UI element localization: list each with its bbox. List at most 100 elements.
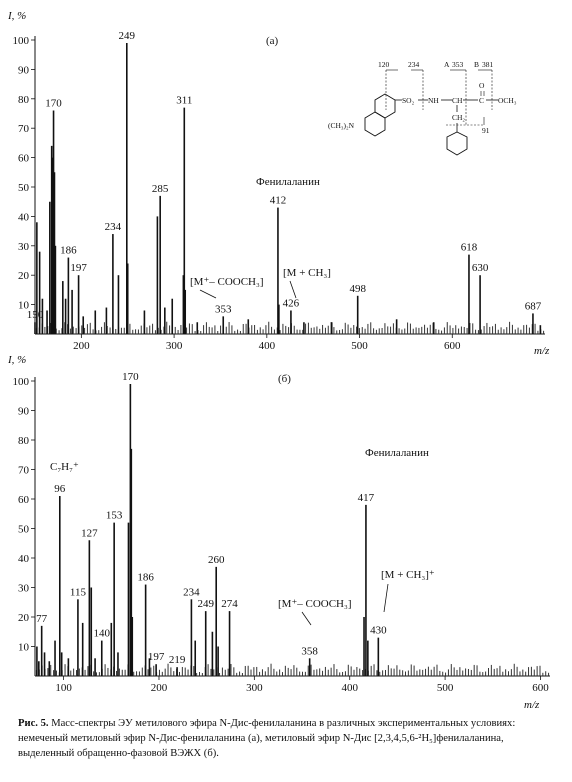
y-tick-label-a: 70 xyxy=(18,123,30,135)
y-tick-label-a: 60 xyxy=(18,153,30,165)
peak-label-a: 353 xyxy=(215,303,232,315)
peak-label-a: 234 xyxy=(105,221,122,233)
y-tick-label-a: 80 xyxy=(18,94,30,106)
caption-text: Масс-спектры ЭУ метилового эфира N-Дис-ф… xyxy=(18,718,516,759)
loss-annotation-a: [M⁺– COOCH₃] xyxy=(190,276,264,288)
peak-label-a: 150 xyxy=(27,309,44,321)
y-tick-label-b: 40 xyxy=(18,553,30,565)
loss-pointer-b xyxy=(301,611,312,626)
peak-label-a: 630 xyxy=(472,262,489,274)
peak-label-b: 274 xyxy=(221,598,238,610)
spectrum-panel-a: I, % (а) 10 20 30 40 50 60 70 80 90 100 200 300 400 5… xyxy=(7,10,550,357)
group-dimethylamino: (CH₃)₂N xyxy=(328,121,355,130)
peak-label-b: 430 xyxy=(370,625,387,637)
x-tick-label-a: 600 xyxy=(444,340,461,352)
peak-label-a: 285 xyxy=(152,183,169,195)
phenyl-ring xyxy=(446,131,468,156)
x-tick-label-b: 300 xyxy=(246,682,263,694)
x-tick-label-b: 500 xyxy=(437,682,454,694)
figure: I, % (а) 10 20 30 40 50 60 70 80 90 100 200 300 400 5… xyxy=(7,10,550,711)
peak-label-b: 249 xyxy=(197,598,214,610)
x-tick-label-b: 600 xyxy=(532,682,549,694)
group-oxygen: O xyxy=(479,81,485,90)
panel-label-b: (б) xyxy=(278,373,291,385)
y-tick-label-b: 70 xyxy=(18,465,30,477)
x-tick-label-b: 200 xyxy=(151,682,168,694)
ion-annotation-b: C₇H₇⁺ xyxy=(50,461,79,473)
loss-pointer-a xyxy=(199,289,217,299)
x-tick-label-a: 500 xyxy=(351,340,368,352)
fragment-letter-a: А xyxy=(444,60,450,69)
naphthalene-ring-1 xyxy=(374,93,396,119)
peak-label-b: 260 xyxy=(208,554,225,566)
y-tick-label-b: 30 xyxy=(18,583,30,595)
x-tick-label-a: 200 xyxy=(73,340,90,352)
peak-label-a: 618 xyxy=(461,242,478,254)
y-tick-label-a: 50 xyxy=(18,182,30,194)
compound-label-a: Фенилаланин xyxy=(256,176,320,188)
group-methoxy: OCH₃ xyxy=(498,96,517,105)
y-tick-label-a: 20 xyxy=(18,270,30,282)
peak-label-b: 153 xyxy=(106,510,123,522)
peak-label-b: 140 xyxy=(94,628,111,640)
x-axis-label-a: m/z xyxy=(534,345,550,357)
peak-label-b: 219 xyxy=(169,654,186,666)
y-axis-label-b: I, % xyxy=(7,354,26,366)
adduct-annotation-a: [M + CH₃] xyxy=(283,267,331,279)
peak-label-a: 170 xyxy=(45,98,62,110)
peak-label-b: 127 xyxy=(81,527,98,539)
peak-label-b: 115 xyxy=(70,586,87,598)
peak-label-a: 498 xyxy=(349,283,366,295)
peak-label-a: 426 xyxy=(283,297,300,309)
y-tick-label-b: 20 xyxy=(18,612,30,624)
group-nh: NH xyxy=(428,96,439,105)
fragment-353: 353 xyxy=(452,60,464,69)
y-tick-label-a: 40 xyxy=(18,211,30,223)
group-ch: CH xyxy=(452,96,463,105)
y-tick-label-b: 10 xyxy=(18,642,30,654)
spectrum-panel-b: I, % (б) 10 20 30 40 50 60 70 80 90 100 100 200 300 4… xyxy=(7,354,550,711)
group-ch2: CH₂ xyxy=(452,113,465,122)
peak-label-b: 170 xyxy=(122,371,139,383)
x-tick-label-b: 100 xyxy=(55,682,72,694)
group-so2: SO₂ xyxy=(402,96,415,105)
caption-label: Рис. 5. xyxy=(18,718,49,729)
y-tick-label-b: 50 xyxy=(18,524,30,536)
y-tick-label-a: 30 xyxy=(18,241,30,253)
peak-label-b: 197 xyxy=(148,651,165,663)
adduct-pointer-b xyxy=(383,583,389,613)
y-axis-label-a: I, % xyxy=(7,10,26,22)
y-tick-label-a: 100 xyxy=(13,35,30,47)
peak-label-a: 249 xyxy=(119,30,136,42)
fragment-91: 91 xyxy=(482,126,490,135)
fragment-letter-b: В xyxy=(474,60,479,69)
peak-label-a: 311 xyxy=(176,95,192,107)
x-tick-label-b: 400 xyxy=(341,682,358,694)
y-tick-label-b: 60 xyxy=(18,494,30,506)
figure-caption: Рис. 5. Масс-спектры ЭУ метилового эфира… xyxy=(18,716,558,761)
loss-annotation-b: [M⁺– COOCH₃] xyxy=(278,598,352,610)
naphthalene-ring-2 xyxy=(364,111,386,137)
y-tick-label-b: 80 xyxy=(18,435,30,447)
panel-label-a: (а) xyxy=(266,35,279,47)
adduct-pointer-a xyxy=(289,280,297,299)
peak-label-a: 412 xyxy=(270,195,287,207)
y-tick-label-a: 90 xyxy=(18,64,30,76)
peak-label-b: 358 xyxy=(301,645,318,657)
fragment-381: 381 xyxy=(482,60,494,69)
y-tick-label-a: 10 xyxy=(18,300,30,312)
x-tick-label-a: 400 xyxy=(259,340,276,352)
y-tick-label-b: 100 xyxy=(13,376,30,388)
peak-label-b: 186 xyxy=(137,572,154,584)
y-tick-label-b: 90 xyxy=(18,406,30,418)
fragment-234: 234 xyxy=(408,60,420,69)
peak-label-b: 234 xyxy=(183,586,200,598)
peak-label-b: 96 xyxy=(54,483,66,495)
structural-formula: (CH₃)₂N SO₂ NH CH C O OCH₃ CH₂ 120 234 xyxy=(328,60,517,156)
fragment-120: 120 xyxy=(378,60,390,69)
x-axis-label-b: m/z xyxy=(524,699,540,711)
x-tick-label-a: 300 xyxy=(166,340,183,352)
compound-label-b: Фенилаланин xyxy=(365,447,429,459)
peak-label-a: 197 xyxy=(70,262,87,274)
group-carbonyl: C xyxy=(479,96,484,105)
